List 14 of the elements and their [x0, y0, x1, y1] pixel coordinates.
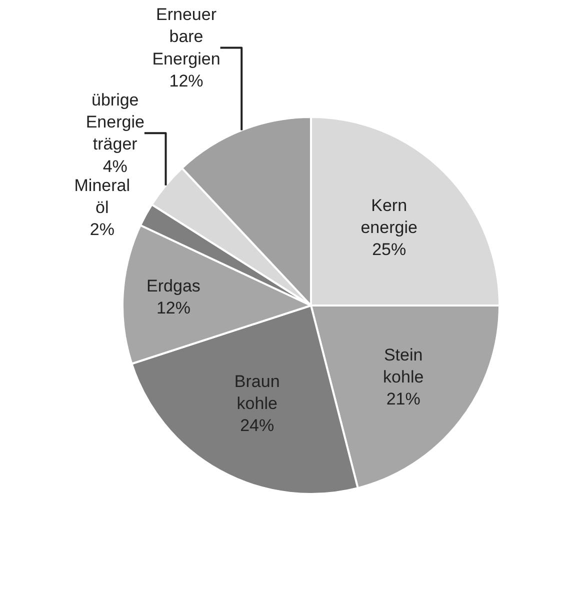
- slice-label: Stein kohle: [383, 346, 424, 387]
- slice-label: Erneuer bare Energien: [152, 5, 220, 68]
- data-label: 24%: [240, 416, 274, 436]
- data-label: 12%: [156, 298, 191, 318]
- slice-label: Braun kohle: [234, 372, 280, 414]
- data-label: 21%: [386, 390, 420, 409]
- data-label: 2%: [90, 220, 114, 239]
- slice-label: Mineral öl: [74, 176, 130, 217]
- slice-label: übrige Energie träger: [86, 90, 144, 154]
- data-label: 4%: [102, 156, 128, 176]
- slice-label: Kern energie: [360, 196, 418, 237]
- data-label: 12%: [169, 71, 204, 90]
- slice-label: Erdgas: [146, 276, 200, 296]
- data-label: 25%: [372, 240, 406, 260]
